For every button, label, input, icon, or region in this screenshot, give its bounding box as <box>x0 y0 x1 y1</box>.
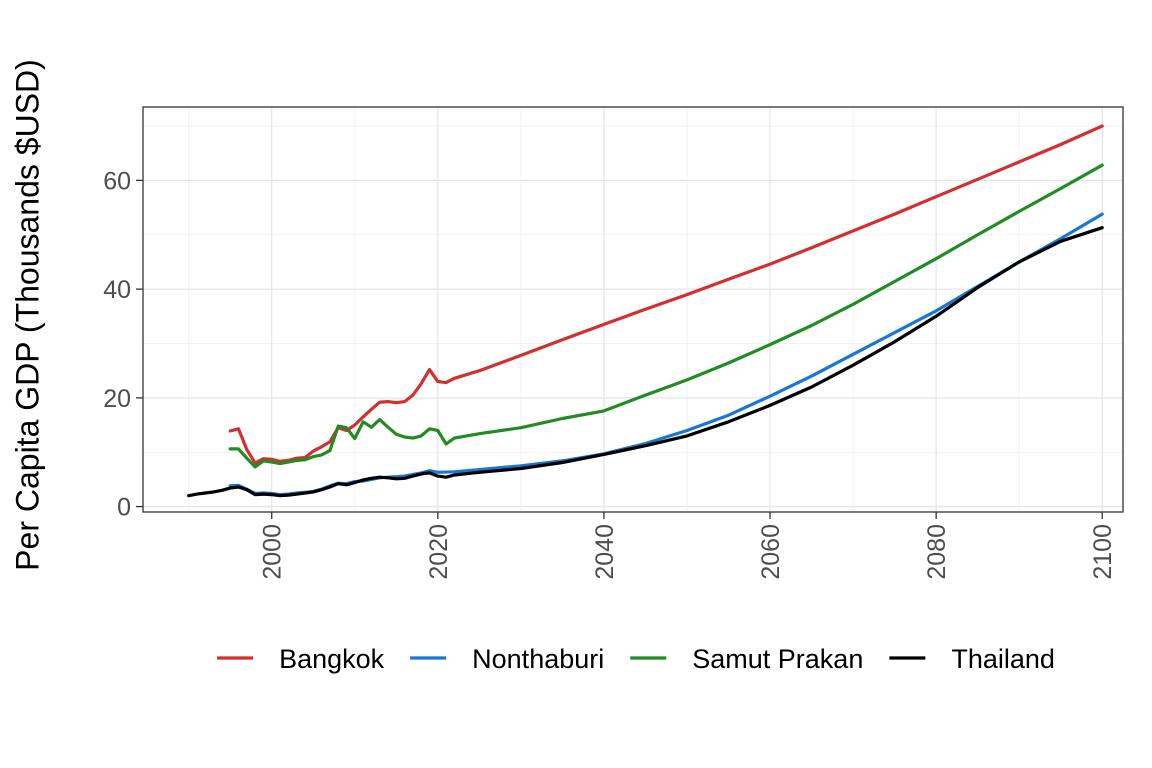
legend-item-nonthaburi: Nonthaburi <box>410 644 604 674</box>
series-lines <box>187 124 1104 498</box>
legend-label-samut-prakan: Samut Prakan <box>692 644 863 674</box>
y-tick-label: 60 <box>103 167 131 195</box>
x-tick-label: 2080 <box>923 524 951 580</box>
legend-item-samut-prakan: Samut Prakan <box>630 644 863 674</box>
grid <box>143 107 1123 512</box>
legend: Bangkok Nonthaburi Samut Prakan Thailand <box>217 644 1055 674</box>
x-tick-label: 2060 <box>757 524 785 580</box>
x-tick-label: 2040 <box>591 524 619 580</box>
x-tick-label: 2100 <box>1089 524 1117 580</box>
legend-label-thailand: Thailand <box>951 644 1055 674</box>
plot-border <box>142 106 1124 513</box>
plot-panel <box>143 107 1123 512</box>
y-axis-title: Per Capita GDP (Thousands $USD) <box>9 59 45 571</box>
y-tick-label: 20 <box>103 385 131 413</box>
y-tick-label: 40 <box>103 276 131 304</box>
x-tick-label: 2000 <box>259 524 287 580</box>
legend-label-nonthaburi: Nonthaburi <box>472 644 604 674</box>
series-line-thailand <box>187 226 1104 498</box>
legend-item-bangkok: Bangkok <box>217 644 385 674</box>
series-line-bangkok <box>228 124 1104 465</box>
series-line-samut-prakan <box>228 163 1104 469</box>
x-tick-label: 2020 <box>425 524 453 580</box>
legend-label-bangkok: Bangkok <box>279 644 385 674</box>
y-tick-label: 0 <box>117 494 131 522</box>
legend-item-thailand: Thailand <box>889 644 1055 674</box>
